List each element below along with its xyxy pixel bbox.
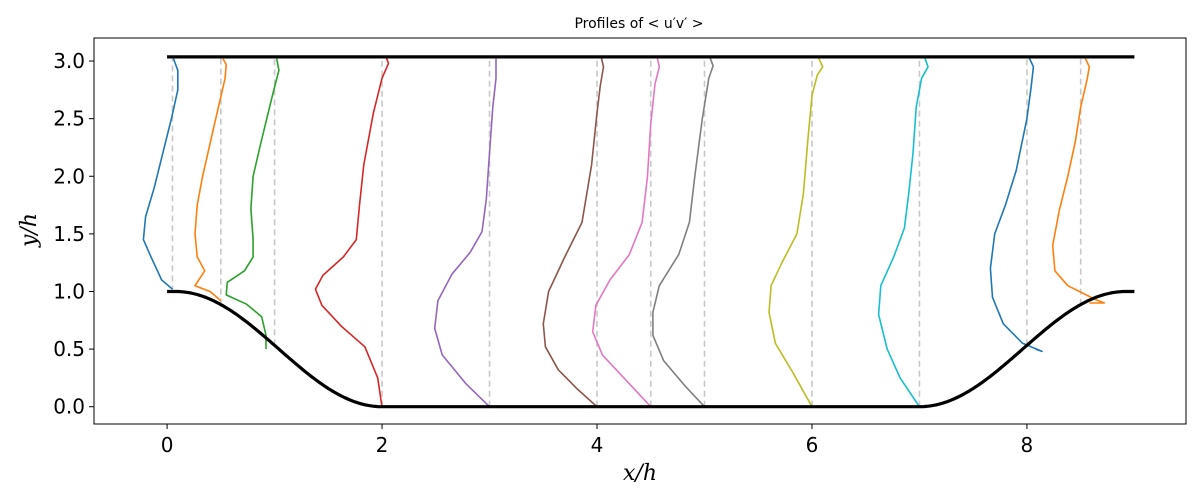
x-tick-label: 6 — [806, 433, 819, 457]
profile-curve — [591, 57, 661, 408]
x-tick-label: 0 — [161, 433, 174, 457]
profile-curve — [877, 57, 929, 408]
profile-curve — [225, 58, 280, 350]
y-tick-label: 0.5 — [53, 337, 85, 361]
x-tick-label: 8 — [1021, 433, 1034, 457]
profile-curve — [989, 57, 1043, 353]
bottom-wall — [167, 289, 1135, 409]
x-tick-label: 2 — [376, 433, 389, 457]
profile-curve — [652, 57, 714, 408]
y-tick-label: 2.0 — [53, 164, 85, 188]
y-tick-label: 1.0 — [53, 279, 85, 303]
y-axis: 0.0 0.5 1.0 1.5 2.0 2.5 3.0 — [53, 49, 94, 419]
profile-curve — [142, 58, 179, 290]
y-axis-label: y/h — [17, 213, 42, 248]
chart-title: Profiles of < u′v′ > — [574, 16, 703, 32]
profile-curve — [194, 58, 227, 302]
profile-curve — [433, 58, 497, 408]
x-tick-label: 4 — [591, 433, 604, 457]
axes-frame — [93, 37, 1187, 425]
y-tick-label: 3.0 — [53, 49, 85, 73]
y-tick-label: 1.5 — [53, 222, 85, 246]
profile-curve — [768, 57, 824, 408]
profile-curve — [1051, 57, 1106, 304]
profile-curve — [314, 57, 390, 407]
y-tick-label: 2.5 — [53, 107, 85, 131]
plot-area — [142, 55, 1135, 409]
x-axis-label: x/h — [623, 461, 657, 486]
x-axis: 0 2 4 6 8 — [161, 424, 1034, 457]
y-tick-label: 0.0 — [53, 395, 85, 419]
profile-curve — [542, 57, 605, 408]
